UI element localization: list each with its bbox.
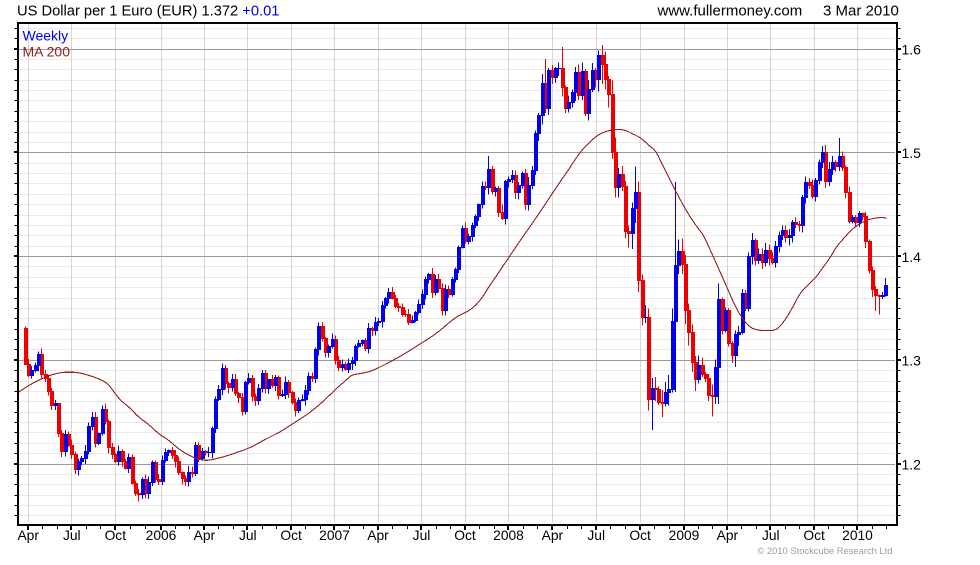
svg-text:1.3: 1.3	[902, 353, 922, 369]
svg-text:MA 200: MA 200	[23, 44, 71, 60]
svg-text:© 2010 Stockcube Research Ltd: © 2010 Stockcube Research Ltd	[757, 545, 892, 556]
svg-text:1.2: 1.2	[902, 456, 922, 472]
svg-text:1.5: 1.5	[902, 145, 922, 161]
svg-text:Jul: Jul	[63, 528, 81, 543]
svg-text:Apr: Apr	[17, 528, 39, 543]
svg-text:Jul: Jul	[413, 528, 431, 543]
svg-text:2008: 2008	[493, 528, 524, 543]
svg-text:Oct: Oct	[629, 528, 651, 543]
svg-text:Weekly: Weekly	[23, 28, 69, 44]
svg-text:Apr: Apr	[542, 528, 564, 543]
svg-text:Jul: Jul	[239, 528, 257, 543]
svg-text:Apr: Apr	[194, 528, 216, 543]
svg-text:2006: 2006	[146, 528, 177, 543]
svg-text:Apr: Apr	[717, 528, 739, 543]
svg-text:Oct: Oct	[454, 528, 476, 543]
svg-text:Oct: Oct	[280, 528, 302, 543]
svg-text:Oct: Oct	[105, 528, 127, 543]
svg-text:Jul: Jul	[762, 528, 780, 543]
svg-text:Oct: Oct	[803, 528, 825, 543]
svg-text:1.6: 1.6	[902, 41, 922, 57]
svg-text:Apr: Apr	[367, 528, 389, 543]
svg-text:US Dollar per 1 Euro (EUR) 1.3: US Dollar per 1 Euro (EUR) 1.372 +0.01	[17, 3, 279, 19]
svg-text:2007: 2007	[319, 528, 350, 543]
svg-text:www.fullermoney.com: www.fullermoney.com	[657, 2, 803, 19]
svg-text:1.4: 1.4	[902, 249, 922, 265]
svg-text:3 Mar 2010: 3 Mar 2010	[823, 2, 899, 19]
svg-text:2009: 2009	[669, 528, 700, 543]
svg-text:2010: 2010	[842, 528, 873, 543]
svg-text:Jul: Jul	[587, 528, 605, 543]
